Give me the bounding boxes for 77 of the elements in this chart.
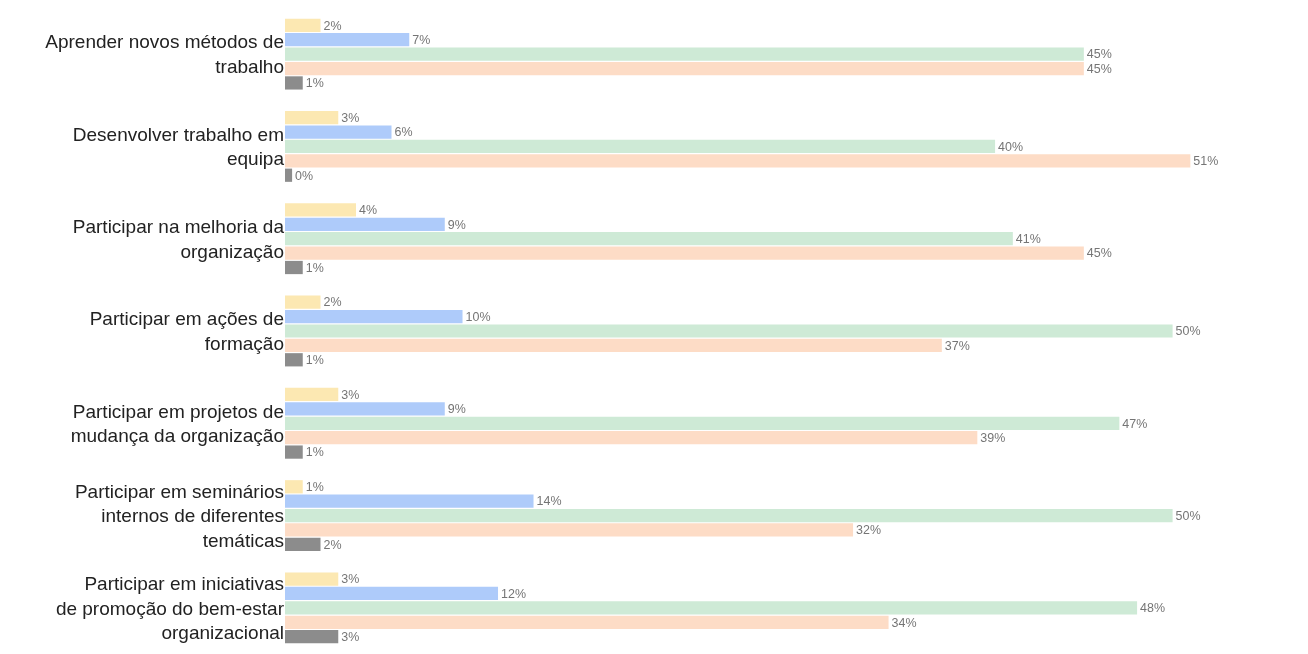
data-label: 45%	[1086, 246, 1112, 261]
data-label: 1%	[305, 76, 324, 91]
bar	[285, 295, 321, 309]
y-tick-label: Participar na melhoria da organização	[72, 216, 285, 262]
data-label: 2%	[323, 18, 342, 33]
y-tick-label: Aprender novos métodos de trabalho	[45, 31, 284, 78]
bar	[285, 217, 445, 231]
data-label: 50%	[1175, 324, 1201, 339]
bar	[285, 33, 410, 47]
bar	[285, 630, 339, 644]
bar	[285, 494, 534, 508]
bar	[285, 309, 463, 324]
data-label: 6%	[394, 125, 413, 140]
data-label: 40%	[998, 139, 1024, 154]
bar	[285, 76, 303, 90]
data-label: 39%	[980, 430, 1006, 445]
data-label: 2%	[323, 295, 342, 310]
bar	[285, 232, 1013, 246]
data-label: 14%	[536, 494, 562, 509]
bar	[285, 61, 1084, 76]
data-label: 2%	[323, 537, 342, 552]
data-label: 37%	[944, 338, 970, 353]
data-label: 3%	[341, 629, 360, 644]
data-label: 1%	[305, 480, 324, 495]
bar	[285, 445, 303, 459]
bar	[285, 260, 303, 275]
bar	[285, 572, 339, 586]
bar	[285, 154, 1191, 168]
data-label: 34%	[891, 615, 917, 630]
data-label: 4%	[359, 203, 378, 218]
bar	[285, 480, 303, 494]
bar	[285, 111, 339, 125]
bar	[285, 416, 1120, 430]
data-label: 1%	[305, 260, 324, 275]
bar	[285, 586, 499, 601]
data-label: 45%	[1086, 61, 1112, 76]
data-label: 3%	[341, 572, 360, 587]
bar	[285, 47, 1084, 61]
data-label: 10%	[465, 309, 491, 324]
data-label: 3%	[341, 387, 360, 402]
y-tick-label: Participar em seminários internos de diferentes temáticas	[74, 480, 284, 551]
bar	[285, 615, 889, 629]
data-label: 45%	[1086, 47, 1112, 62]
data-label: 0%	[295, 168, 314, 183]
bar	[285, 168, 293, 182]
y-tick-label: Participar em ações de formação	[89, 308, 284, 354]
bar	[285, 508, 1173, 523]
data-label: 32%	[856, 523, 881, 538]
bar	[285, 338, 942, 353]
data-label: 7%	[412, 33, 431, 48]
bar	[285, 537, 321, 551]
data-label: 50%	[1175, 508, 1201, 523]
data-label: 12%	[501, 586, 526, 601]
bar	[285, 431, 978, 445]
bar	[285, 246, 1084, 260]
bar	[285, 387, 339, 402]
bar	[285, 324, 1173, 338]
y-tick-label: Desenvolver trabalho em equipa	[72, 123, 285, 170]
bar	[285, 139, 996, 154]
bar	[285, 353, 303, 367]
data-label: 9%	[447, 402, 466, 417]
data-label: 47%	[1122, 416, 1148, 431]
bar	[285, 203, 357, 217]
bar	[285, 402, 445, 416]
bar	[285, 523, 854, 537]
bar	[285, 125, 392, 139]
bar	[285, 601, 1138, 615]
data-label: 1%	[305, 445, 324, 460]
data-label: 3%	[341, 110, 360, 125]
data-label: 51%	[1193, 154, 1219, 169]
y-tick-label: Participar em iniciativas de promoção do bem-estar organizacional	[55, 572, 285, 644]
bar	[285, 18, 321, 32]
data-label: 48%	[1140, 601, 1166, 616]
data-label: 1%	[305, 353, 324, 368]
data-label: 9%	[447, 217, 466, 232]
data-label: 41%	[1015, 232, 1041, 246]
y-tick-label: Participar em projetos de mudança da organização	[70, 400, 284, 447]
